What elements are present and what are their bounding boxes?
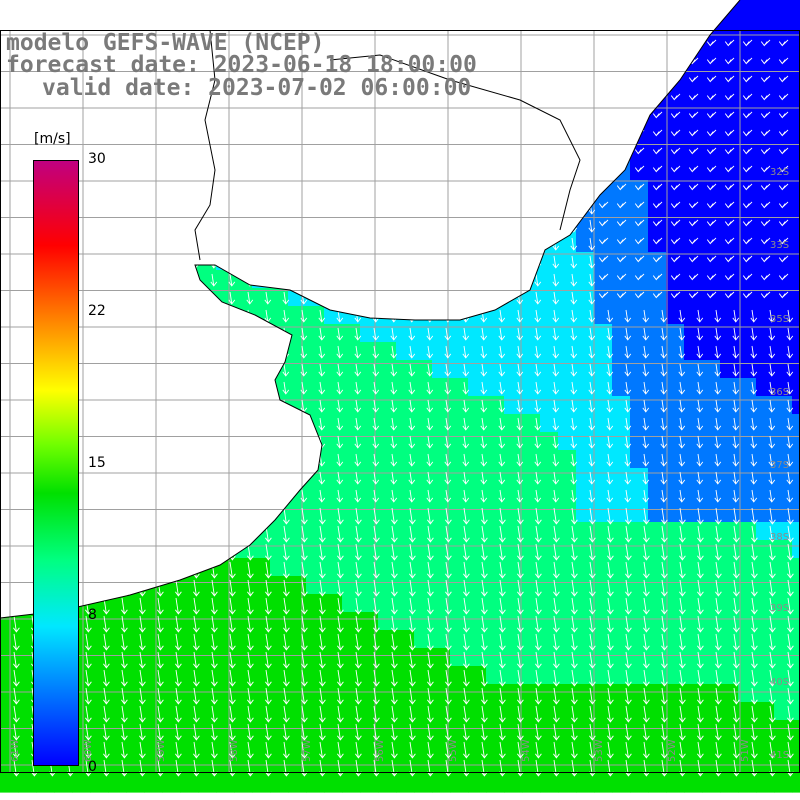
lat-label: 32S [770,167,789,178]
lon-label: 55W [448,739,459,762]
lon-label: 54W [521,739,532,762]
lon-label: 59W [156,739,167,762]
lon-label: 58W [229,739,240,762]
border-north [329,54,581,231]
lon-label: 52W [667,739,678,762]
coastline [0,0,741,619]
colorbar-tick-8: 8 [88,607,97,623]
lat-label: 36S [770,387,789,398]
colorbar-tick-0: 0 [88,759,97,775]
lon-label: 53W [594,739,605,762]
colorbar-tick-30: 30 [88,151,106,167]
forecast-date: forecast date: 2023-06-18 18:00:00 [6,52,477,78]
colorbar [33,160,79,766]
lon-label: 57W [302,739,313,762]
lat-label: 39S [770,603,789,614]
lat-label: 33S [770,240,789,251]
lon-label: 56W [375,739,386,762]
colorbar-tick-15: 15 [88,455,106,471]
lat-label: 37S [770,460,789,471]
lat-label: 40S [770,677,789,688]
lon-label: 51W [740,739,751,762]
lon-label: 61W [10,739,21,762]
lat-label: 41S [770,750,789,761]
lon-label: 60W [83,739,94,762]
lat-label: 38S [770,532,789,543]
lat-label: 35S [770,314,789,325]
colorbar-unit: [m/s] [34,131,71,147]
colorbar-tick-22: 22 [88,303,106,319]
model-title: modelo GEFS-WAVE (NCEP) [6,30,325,56]
border-west [194,29,216,261]
valid-date: valid date: 2023-07-02 06:00:00 [42,75,472,101]
